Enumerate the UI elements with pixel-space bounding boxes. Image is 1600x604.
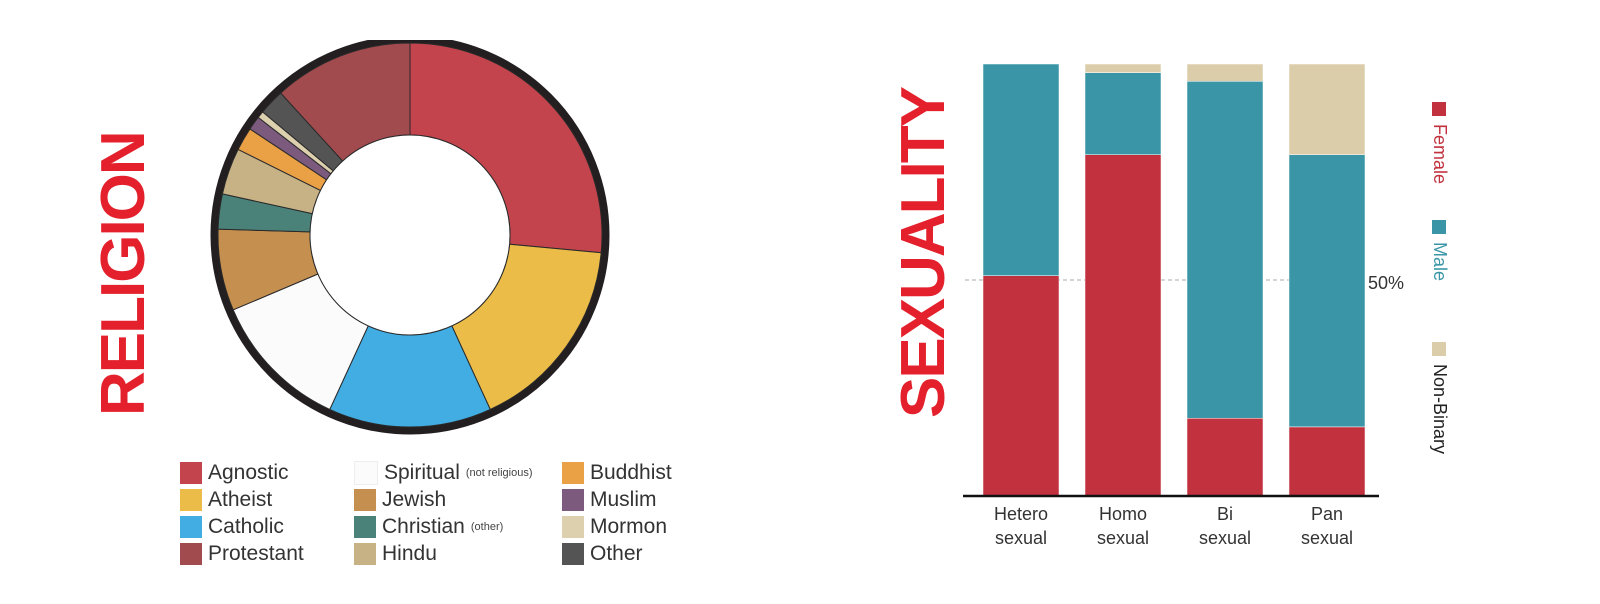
reference-line-label: 50% bbox=[1368, 273, 1405, 293]
legend-label: Agnostic bbox=[208, 461, 289, 484]
legend-item-jewish: Jewish bbox=[354, 487, 446, 513]
side-legend-male: Male bbox=[1428, 220, 1458, 281]
legend-label: Atheist bbox=[208, 488, 273, 511]
religion-title: RELIGION bbox=[89, 132, 158, 416]
x-tick-label-pansexual: Pan sexual bbox=[1282, 502, 1372, 550]
side-legend-non-binary: Non-Binary bbox=[1428, 342, 1458, 454]
bar-bisexual-male bbox=[1186, 81, 1264, 419]
legend-swatch bbox=[354, 461, 378, 485]
legend-label: Mormon bbox=[590, 515, 668, 538]
legend-swatch bbox=[1432, 220, 1446, 234]
x-tick-label-line: Bi bbox=[1216, 504, 1233, 524]
legend-swatch bbox=[1432, 342, 1446, 356]
legend-label: Non-Binary bbox=[1430, 364, 1450, 455]
bar-homosexual-female bbox=[1084, 154, 1162, 497]
legend-label: Spiritual bbox=[384, 461, 460, 484]
legend-swatch bbox=[562, 489, 584, 511]
legend-label: Hindu bbox=[382, 542, 437, 565]
x-tick-label-line: Homo bbox=[1098, 504, 1147, 524]
bar-homosexual-male bbox=[1084, 72, 1162, 155]
legend-item-spiritual: Spiritual (not religious) bbox=[354, 460, 533, 486]
legend-swatch bbox=[354, 543, 376, 565]
x-tick-label-line: Pan bbox=[1310, 504, 1344, 524]
legend-item-mormon: Mormon bbox=[562, 514, 667, 540]
religion-legend: Agnostic Atheist Catholic Protestant Spiritu… bbox=[180, 460, 700, 580]
legend-item-christian: Christian (other) bbox=[354, 514, 503, 540]
bar-pansexual-female bbox=[1288, 426, 1366, 497]
legend-swatch bbox=[1432, 102, 1446, 116]
legend-label: Christian bbox=[382, 515, 465, 538]
donut-hole bbox=[309, 134, 511, 336]
religion-donut-chart bbox=[210, 40, 610, 435]
legend-item-agnostic: Agnostic bbox=[180, 460, 289, 486]
legend-swatch bbox=[354, 489, 376, 511]
legend-swatch bbox=[562, 462, 584, 484]
legend-swatch bbox=[180, 462, 202, 484]
sexuality-title: SEXUALITY bbox=[889, 88, 958, 418]
bar-heterosexual-female bbox=[982, 275, 1060, 497]
bar-homosexual-non-binary bbox=[1084, 63, 1162, 73]
legend-label: Male bbox=[1430, 242, 1450, 282]
legend-item-buddhist: Buddhist bbox=[562, 460, 672, 486]
x-tick-label-line: Hetero bbox=[993, 504, 1049, 524]
sexuality-bar-chart bbox=[963, 63, 1379, 498]
bar-bisexual-female bbox=[1186, 417, 1264, 497]
bar-pansexual-non-binary bbox=[1288, 63, 1366, 155]
legend-label: Other bbox=[590, 542, 643, 565]
legend-note: (other) bbox=[470, 521, 504, 533]
bar-bisexual-non-binary bbox=[1186, 63, 1264, 82]
x-tick-label-line: sexual bbox=[1198, 528, 1252, 548]
legend-label: Jewish bbox=[382, 488, 447, 511]
legend-item-atheist: Atheist bbox=[180, 487, 272, 513]
sexuality-legend: Female Male Non-Binary bbox=[1428, 98, 1458, 478]
x-tick-label-heterosexual: Hetero sexual bbox=[976, 502, 1066, 550]
x-tick-label-line: sexual bbox=[1300, 528, 1354, 548]
legend-swatch bbox=[180, 516, 202, 538]
x-tick-label-bisexual: Bi sexual bbox=[1180, 502, 1270, 550]
legend-item-muslim: Muslim bbox=[562, 487, 657, 513]
legend-item-other: Other bbox=[562, 541, 643, 567]
legend-label: Female bbox=[1430, 124, 1450, 185]
legend-label: Muslim bbox=[590, 488, 657, 511]
legend-label: Catholic bbox=[208, 515, 284, 538]
legend-item-protestant: Protestant bbox=[180, 541, 304, 567]
legend-note: (not religious) bbox=[465, 467, 533, 479]
x-tick-label-homosexual: Homo sexual bbox=[1078, 502, 1168, 550]
legend-swatch bbox=[562, 516, 584, 538]
legend-swatch bbox=[180, 543, 202, 565]
x-tick-label-line: sexual bbox=[994, 528, 1048, 548]
legend-swatch bbox=[180, 489, 202, 511]
legend-item-catholic: Catholic bbox=[180, 514, 284, 540]
legend-label: Buddhist bbox=[590, 461, 672, 484]
donut-outer-ring bbox=[210, 40, 610, 435]
legend-swatch bbox=[562, 543, 584, 565]
sexuality-title-box: SEXUALITY bbox=[889, 88, 958, 418]
bar-heterosexual-male bbox=[982, 63, 1060, 276]
bar-pansexual-male bbox=[1288, 154, 1366, 428]
religion-title-box: RELIGION bbox=[89, 132, 158, 416]
legend-label: Protestant bbox=[208, 542, 304, 565]
legend-swatch bbox=[354, 516, 376, 538]
side-legend-female: Female bbox=[1428, 102, 1458, 184]
legend-item-hindu: Hindu bbox=[354, 541, 437, 567]
x-tick-label-line: sexual bbox=[1096, 528, 1150, 548]
